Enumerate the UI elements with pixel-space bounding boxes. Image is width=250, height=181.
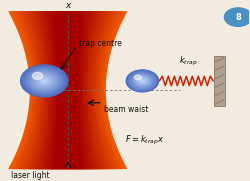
Circle shape (140, 80, 144, 82)
Circle shape (37, 76, 52, 86)
Circle shape (34, 74, 54, 88)
Circle shape (133, 75, 152, 87)
Circle shape (24, 67, 65, 95)
Polygon shape (44, 11, 92, 169)
Text: $k_{trap}$: $k_{trap}$ (180, 55, 198, 68)
Circle shape (41, 79, 47, 83)
Polygon shape (36, 11, 99, 169)
Circle shape (132, 73, 154, 88)
Circle shape (139, 79, 146, 83)
Polygon shape (27, 11, 109, 169)
Circle shape (43, 80, 45, 82)
Circle shape (31, 72, 58, 90)
Polygon shape (10, 11, 125, 169)
Circle shape (22, 66, 67, 96)
Circle shape (138, 78, 147, 84)
Circle shape (126, 70, 158, 92)
Circle shape (38, 76, 51, 85)
Circle shape (136, 77, 149, 85)
Polygon shape (46, 11, 90, 169)
Circle shape (32, 73, 56, 89)
Circle shape (27, 70, 61, 92)
Circle shape (40, 78, 49, 84)
Circle shape (136, 77, 148, 85)
Circle shape (36, 75, 53, 87)
Circle shape (138, 78, 146, 84)
Text: $F = k_{trap}x$: $F = k_{trap}x$ (125, 134, 164, 147)
Polygon shape (29, 11, 106, 169)
Text: laser light: laser light (11, 171, 49, 180)
Circle shape (135, 76, 150, 86)
Polygon shape (13, 11, 123, 169)
Polygon shape (15, 11, 120, 169)
Text: x: x (65, 1, 70, 10)
Circle shape (33, 73, 56, 89)
Polygon shape (8, 11, 128, 169)
Circle shape (134, 75, 141, 80)
Text: 8: 8 (235, 13, 241, 22)
Polygon shape (20, 11, 116, 169)
Circle shape (141, 80, 144, 82)
Text: beam waist: beam waist (104, 105, 148, 114)
Polygon shape (34, 11, 102, 169)
Polygon shape (41, 11, 94, 169)
Circle shape (30, 71, 58, 90)
Circle shape (38, 77, 50, 85)
Circle shape (129, 72, 156, 90)
Polygon shape (39, 11, 97, 169)
Polygon shape (22, 11, 113, 169)
Circle shape (26, 69, 62, 93)
Circle shape (127, 70, 158, 91)
Polygon shape (50, 11, 85, 169)
Circle shape (32, 72, 43, 79)
Circle shape (224, 8, 250, 26)
Circle shape (42, 80, 46, 82)
Polygon shape (25, 11, 111, 169)
Circle shape (128, 71, 156, 90)
Circle shape (130, 72, 155, 90)
Circle shape (131, 73, 154, 89)
Circle shape (137, 77, 147, 84)
Circle shape (128, 71, 157, 91)
Circle shape (133, 74, 152, 87)
Bar (214, 56, 225, 106)
Circle shape (132, 74, 153, 88)
Circle shape (40, 78, 48, 83)
Circle shape (130, 73, 155, 89)
Circle shape (35, 75, 54, 87)
Circle shape (25, 68, 63, 94)
Circle shape (135, 76, 150, 86)
Circle shape (140, 79, 145, 83)
Circle shape (28, 70, 60, 92)
Text: trap centre: trap centre (79, 39, 122, 49)
Circle shape (29, 71, 59, 91)
Circle shape (20, 65, 68, 97)
Polygon shape (18, 11, 118, 169)
Circle shape (22, 66, 66, 96)
Circle shape (134, 75, 151, 87)
Polygon shape (53, 11, 83, 169)
Polygon shape (32, 11, 104, 169)
Circle shape (24, 68, 64, 94)
Polygon shape (48, 11, 88, 169)
